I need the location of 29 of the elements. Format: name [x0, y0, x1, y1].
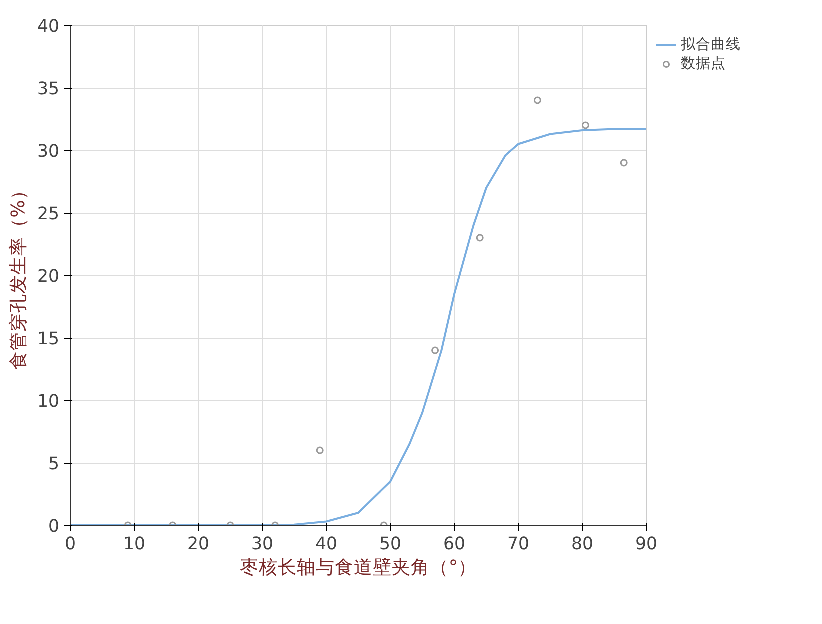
x-tick-label: 70	[507, 534, 530, 554]
x-tick-label: 80	[571, 534, 594, 554]
x-tick-label: 90	[635, 534, 658, 554]
x-tick-label: 40	[315, 534, 338, 554]
point	[534, 96, 542, 104]
legend-label: 数据点	[681, 54, 726, 73]
point	[620, 159, 628, 167]
x-axis-title: 枣核长轴与食道壁夹角（°）	[240, 556, 478, 578]
point	[432, 346, 440, 354]
y-tick-label: 5	[48, 454, 60, 474]
y-tick-label: 0	[48, 517, 60, 537]
y-tick-label: 35	[37, 80, 60, 100]
point	[476, 234, 484, 242]
point	[582, 122, 590, 130]
x-tick-label: 10	[123, 534, 146, 554]
x-tick-label: 0	[64, 534, 76, 554]
x-tick-label: 20	[187, 534, 210, 554]
y-tick-label: 25	[37, 204, 60, 224]
y-tick-label: 30	[37, 142, 60, 162]
y-tick-label: 15	[37, 330, 60, 350]
x-tick-label: 60	[443, 534, 466, 554]
y-axis-title: 食管穿孔发生率（%）	[7, 181, 30, 370]
x-tick-label: 50	[379, 534, 402, 554]
x-tick-label: 30	[251, 534, 274, 554]
y-tick-label: 40	[37, 17, 60, 37]
point	[316, 446, 324, 454]
y-tick-label: 20	[37, 267, 60, 287]
legend-label: 拟合曲线	[681, 35, 741, 54]
y-tick-label: 10	[37, 392, 60, 412]
